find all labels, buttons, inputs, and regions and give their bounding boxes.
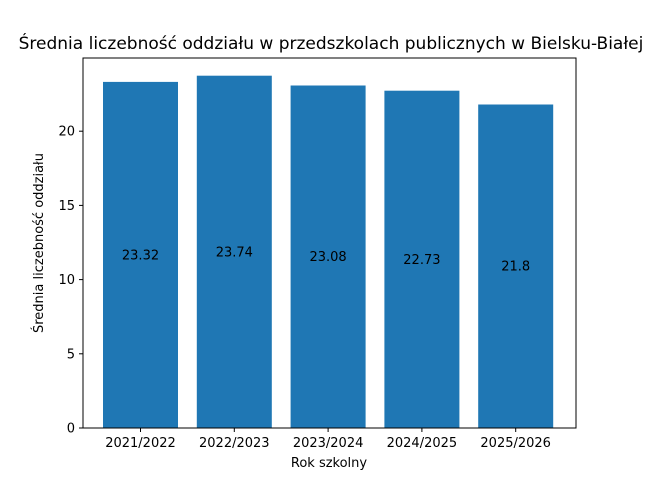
x-axis-ticks: 2021/2022 2022/2023 2023/2024 2024/2025 2025… [105,428,551,451]
y-axis-ticks: 0 5 10 15 20 [58,125,83,437]
bar-1 [103,81,178,429]
chart-title: Średnia liczebność oddziału w przedszkol… [19,32,644,54]
y-tick-label-5: 5 [67,347,75,362]
x-tick-label-5: 2025/2026 [480,436,551,451]
y-tick-label-0: 0 [67,422,75,437]
x-tick-label-3: 2023/2024 [293,436,364,451]
data-label-3: 23.08 [309,250,346,265]
x-axis-label: Rok szkolny [291,456,368,471]
data-label-1: 23.32 [122,248,159,263]
bars-group [103,75,554,429]
plot-frame [82,57,577,429]
y-tick-label-15: 15 [58,199,75,214]
x-tick-label-2: 2022/2023 [199,436,270,451]
data-label-2: 23.74 [216,245,253,260]
bar-2 [196,75,272,428]
data-labels-group: 23.32 23.74 23.08 22.73 21.8 [122,245,530,274]
y-tick-label-20: 20 [58,125,75,140]
data-label-4: 22.73 [403,253,440,268]
y-axis-label: Średnia liczebność oddziału [31,153,47,333]
bar-5 [478,104,554,428]
x-tick-label-4: 2024/2025 [387,436,458,451]
data-label-5: 21.8 [501,260,530,275]
y-tick-label-10: 10 [58,273,75,288]
bar-4 [384,90,460,428]
x-tick-label-1: 2021/2022 [105,436,176,451]
bar-3 [290,85,366,428]
